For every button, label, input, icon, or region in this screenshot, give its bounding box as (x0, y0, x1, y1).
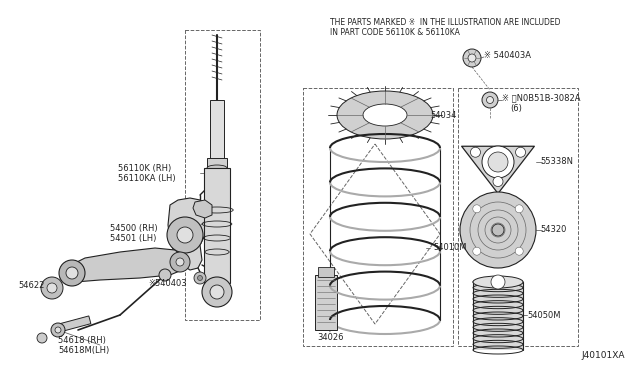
Circle shape (66, 267, 78, 279)
Text: 54320: 54320 (540, 225, 566, 234)
Circle shape (194, 272, 206, 284)
Polygon shape (60, 248, 185, 282)
Circle shape (486, 96, 493, 103)
Circle shape (473, 247, 481, 255)
Text: 54050M: 54050M (527, 311, 561, 320)
Bar (204, 168, 230, 283)
Circle shape (37, 333, 47, 343)
Circle shape (202, 277, 232, 307)
Circle shape (210, 285, 224, 299)
Text: 54034: 54034 (430, 110, 456, 119)
Circle shape (482, 92, 498, 108)
Circle shape (176, 258, 184, 266)
Text: (6): (6) (510, 103, 522, 112)
Ellipse shape (473, 276, 523, 288)
Circle shape (59, 260, 85, 286)
Circle shape (515, 247, 524, 255)
Bar (315, 275, 337, 330)
Circle shape (516, 147, 525, 157)
Text: ※540403: ※540403 (148, 279, 187, 289)
Text: 34026: 34026 (317, 333, 344, 341)
Circle shape (460, 192, 536, 268)
Text: THE PARTS MARKED ※  IN THE ILLUSTRATION ARE INCLUDED
IN PART CODE 56110K & 56110: THE PARTS MARKED ※ IN THE ILLUSTRATION A… (330, 18, 561, 38)
Circle shape (492, 224, 504, 236)
Circle shape (47, 283, 57, 293)
Circle shape (177, 227, 193, 243)
Text: 54501 (LH): 54501 (LH) (110, 234, 156, 243)
Circle shape (488, 152, 508, 172)
Circle shape (515, 205, 524, 213)
Polygon shape (193, 200, 212, 218)
Circle shape (463, 49, 481, 67)
Circle shape (170, 252, 190, 272)
Circle shape (470, 147, 481, 157)
Circle shape (491, 275, 505, 289)
Text: J40101XA: J40101XA (582, 351, 625, 360)
Text: ※ 540403A: ※ 540403A (484, 51, 531, 60)
Bar (318, 267, 334, 277)
Ellipse shape (207, 165, 227, 171)
Circle shape (159, 269, 171, 281)
Bar (303, 88, 453, 346)
Circle shape (167, 217, 203, 253)
Circle shape (41, 277, 63, 299)
Circle shape (51, 323, 65, 337)
Text: 54618M(LH): 54618M(LH) (58, 346, 109, 355)
Circle shape (55, 327, 61, 333)
Text: ※ ⓃN0B51B-3082A: ※ ⓃN0B51B-3082A (502, 93, 580, 103)
Bar (185, 30, 260, 320)
Circle shape (468, 54, 476, 62)
Bar (55, 316, 91, 333)
Bar (207, 158, 227, 168)
Text: 54622: 54622 (18, 282, 44, 291)
Circle shape (493, 177, 503, 186)
Text: 55338N: 55338N (540, 157, 573, 167)
Text: 56110K (RH): 56110K (RH) (118, 164, 172, 173)
Text: 54010M: 54010M (433, 244, 467, 253)
Circle shape (473, 205, 481, 213)
Ellipse shape (363, 104, 407, 126)
Polygon shape (168, 198, 215, 270)
Text: 54618 (RH): 54618 (RH) (58, 336, 106, 344)
Bar (458, 88, 578, 346)
Circle shape (198, 276, 202, 280)
Text: 54500 (RH): 54500 (RH) (110, 224, 157, 232)
Circle shape (482, 146, 514, 178)
Text: 56110KA (LH): 56110KA (LH) (118, 173, 175, 183)
Polygon shape (461, 146, 534, 193)
Bar (473, 282, 523, 350)
Bar (210, 100, 224, 160)
Ellipse shape (337, 91, 433, 139)
